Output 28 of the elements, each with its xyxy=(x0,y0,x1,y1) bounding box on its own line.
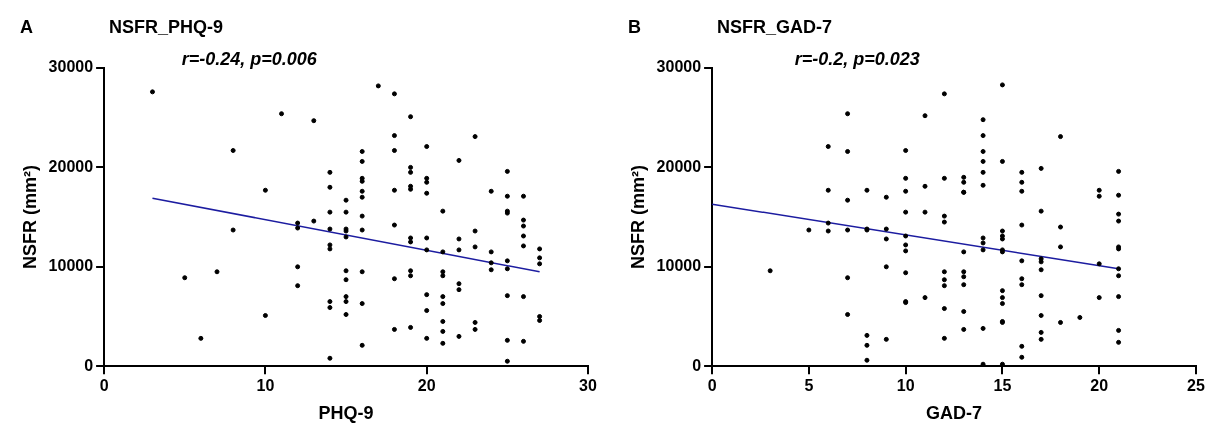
x-tick-label: 20 xyxy=(1090,377,1109,395)
x-tick-label: 10 xyxy=(896,377,915,395)
annotation: r=-0.2, p=0.023 xyxy=(794,48,920,69)
y-tick-label: 10000 xyxy=(656,257,702,275)
text: A xyxy=(20,16,33,37)
x-tick-label: 0 xyxy=(707,377,717,395)
x-tick-label: 20 xyxy=(417,377,436,395)
x-tick-label: 15 xyxy=(993,377,1012,395)
y-axis-title: NSFR (mm²) xyxy=(627,165,648,270)
chart-title: NSFR_PHQ-9 xyxy=(109,16,224,37)
y-tick-label: 30000 xyxy=(656,58,702,76)
text: B xyxy=(628,16,641,37)
annotation: r=-0.24, p=0.006 xyxy=(181,48,318,69)
x-axis-title: GAD-7 xyxy=(926,403,983,424)
chart-title: NSFR_GAD-7 xyxy=(717,16,833,37)
x-tick-label: 25 xyxy=(1187,377,1205,395)
y-tick-label: 10000 xyxy=(48,257,94,275)
y-axis-title: NSFR (mm²) xyxy=(19,165,40,270)
y-tick-label: 30000 xyxy=(48,58,94,76)
x-axis-title: PHQ-9 xyxy=(318,403,374,424)
x-tick-label: 10 xyxy=(256,377,275,395)
y-tick-label: 20000 xyxy=(656,157,702,175)
y-tick-label: 0 xyxy=(692,356,702,374)
x-tick-label: 0 xyxy=(99,377,109,395)
x-tick-label: 5 xyxy=(804,377,814,395)
x-tick-label: 30 xyxy=(579,377,597,395)
y-tick-label: 20000 xyxy=(48,157,94,175)
y-tick-label: 0 xyxy=(84,356,94,374)
